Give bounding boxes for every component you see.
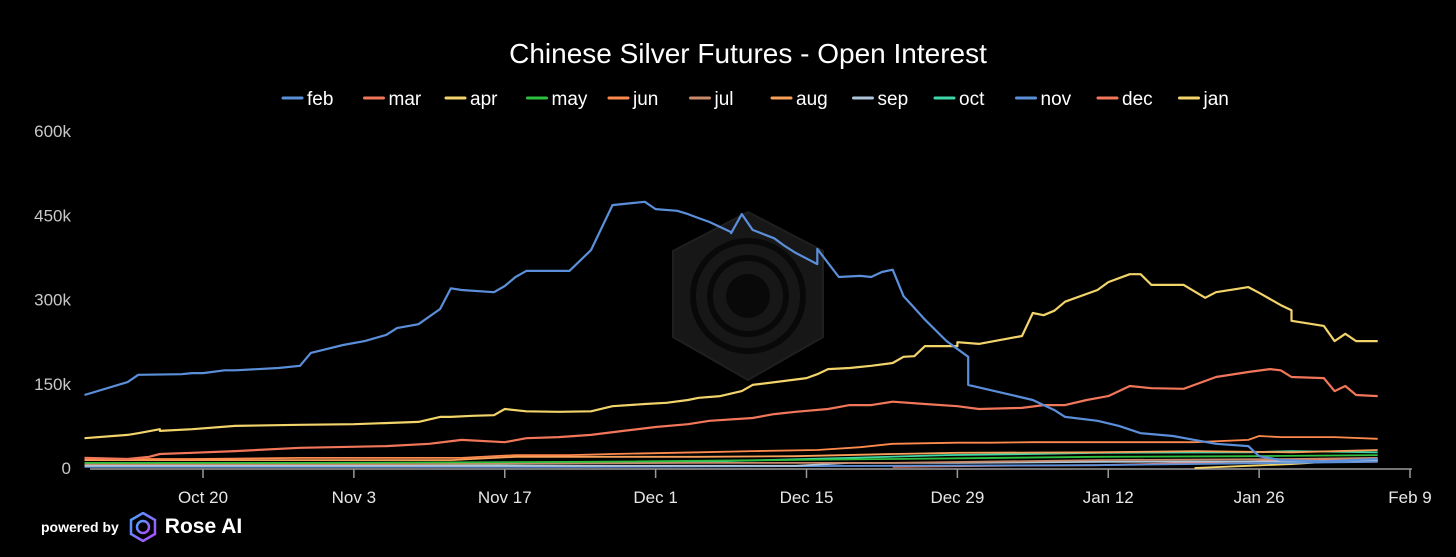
chart-title: Chinese Silver Futures - Open Interest [509,38,987,69]
legend-label-apr[interactable]: apr [470,89,498,110]
legend-label-jan[interactable]: jan [1203,89,1229,110]
legend-label-sep[interactable]: sep [878,89,909,110]
y-axis: 0 150k 300k 450k 600k [34,122,71,478]
x-tick-label: Feb 9 [1388,488,1431,507]
legend-label-jul[interactable]: jul [714,89,734,110]
y-tick-label: 0 [62,459,71,478]
y-tick-label: 450k [34,206,71,225]
legend-label-feb[interactable]: feb [307,89,333,110]
series-line-mar[interactable] [84,368,1378,461]
series-line-jul[interactable] [84,457,1378,465]
x-tick-label: Jan 12 [1083,488,1134,507]
legend-label-nov[interactable]: nov [1041,89,1072,110]
x-tick-label: Dec 29 [930,488,984,507]
legend: feb mar apr may jun jul aug sep oct nov dec jan [281,89,1229,110]
x-axis: Oct 20 Nov 3 Nov 17 Dec 1 Dec 15 Dec 29 Jan 12… [90,468,1432,507]
x-tick-label: Jan 26 [1234,488,1285,507]
rose-ai-logo-icon [129,512,157,542]
series-line-nov[interactable] [84,460,1378,468]
legend-label-may[interactable]: may [552,89,588,110]
series-line-may[interactable] [84,454,1378,464]
brand-prefix: powered by [41,519,119,535]
y-tick-label: 150k [34,375,71,394]
brand-name: Rose AI [164,515,243,538]
legend-label-oct[interactable]: oct [959,89,985,110]
x-tick-label: Dec 15 [780,488,834,507]
legend-label-aug[interactable]: aug [796,89,828,110]
legend-label-jun[interactable]: jun [632,89,658,110]
brand-footer: powered by Rose AI [41,512,242,542]
legend-label-mar[interactable]: mar [389,89,422,110]
series-line-feb[interactable] [84,200,1378,463]
series-line-aug[interactable] [84,449,1378,461]
legend-label-dec[interactable]: dec [1122,89,1153,110]
series-line-jun[interactable] [84,435,1378,460]
x-tick-label: Oct 20 [178,488,228,507]
y-tick-label: 600k [34,122,71,141]
x-tick-label: Dec 1 [633,488,677,507]
plot-area [84,200,1378,469]
series-line-apr[interactable] [84,273,1378,440]
x-tick-label: Nov 3 [332,488,376,507]
x-tick-label: Nov 17 [478,488,532,507]
watermark-logo [672,210,824,382]
y-tick-label: 300k [34,291,71,310]
